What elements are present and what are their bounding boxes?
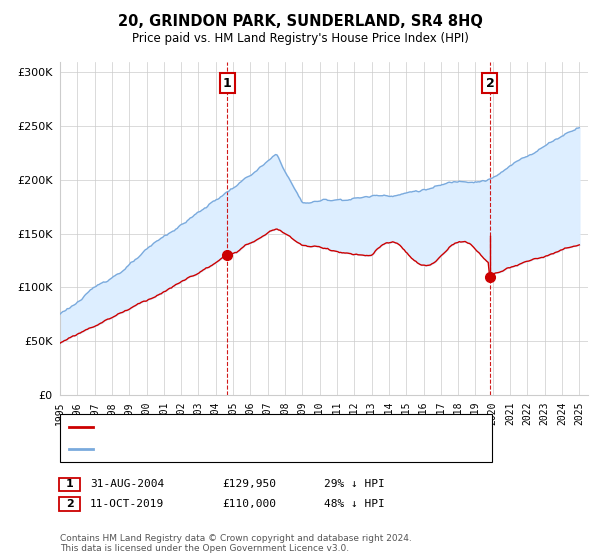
Text: 31-AUG-2004: 31-AUG-2004 <box>90 479 164 489</box>
Text: 11-OCT-2019: 11-OCT-2019 <box>90 499 164 509</box>
Text: Contains HM Land Registry data © Crown copyright and database right 2024.
This d: Contains HM Land Registry data © Crown c… <box>60 534 412 553</box>
Text: 20, GRINDON PARK, SUNDERLAND, SR4 8HQ (detached house): 20, GRINDON PARK, SUNDERLAND, SR4 8HQ (d… <box>99 422 425 432</box>
Text: £129,950: £129,950 <box>222 479 276 489</box>
Text: £110,000: £110,000 <box>222 499 276 509</box>
Text: Price paid vs. HM Land Registry's House Price Index (HPI): Price paid vs. HM Land Registry's House … <box>131 32 469 45</box>
Text: 29% ↓ HPI: 29% ↓ HPI <box>324 479 385 489</box>
Text: 20, GRINDON PARK, SUNDERLAND, SR4 8HQ: 20, GRINDON PARK, SUNDERLAND, SR4 8HQ <box>118 14 482 29</box>
Text: 1: 1 <box>223 77 232 90</box>
Text: HPI: Average price, detached house, Sunderland: HPI: Average price, detached house, Sund… <box>99 444 352 454</box>
Text: 2: 2 <box>66 499 73 509</box>
Text: 48% ↓ HPI: 48% ↓ HPI <box>324 499 385 509</box>
Text: 2: 2 <box>485 77 494 90</box>
Text: 1: 1 <box>66 479 73 489</box>
